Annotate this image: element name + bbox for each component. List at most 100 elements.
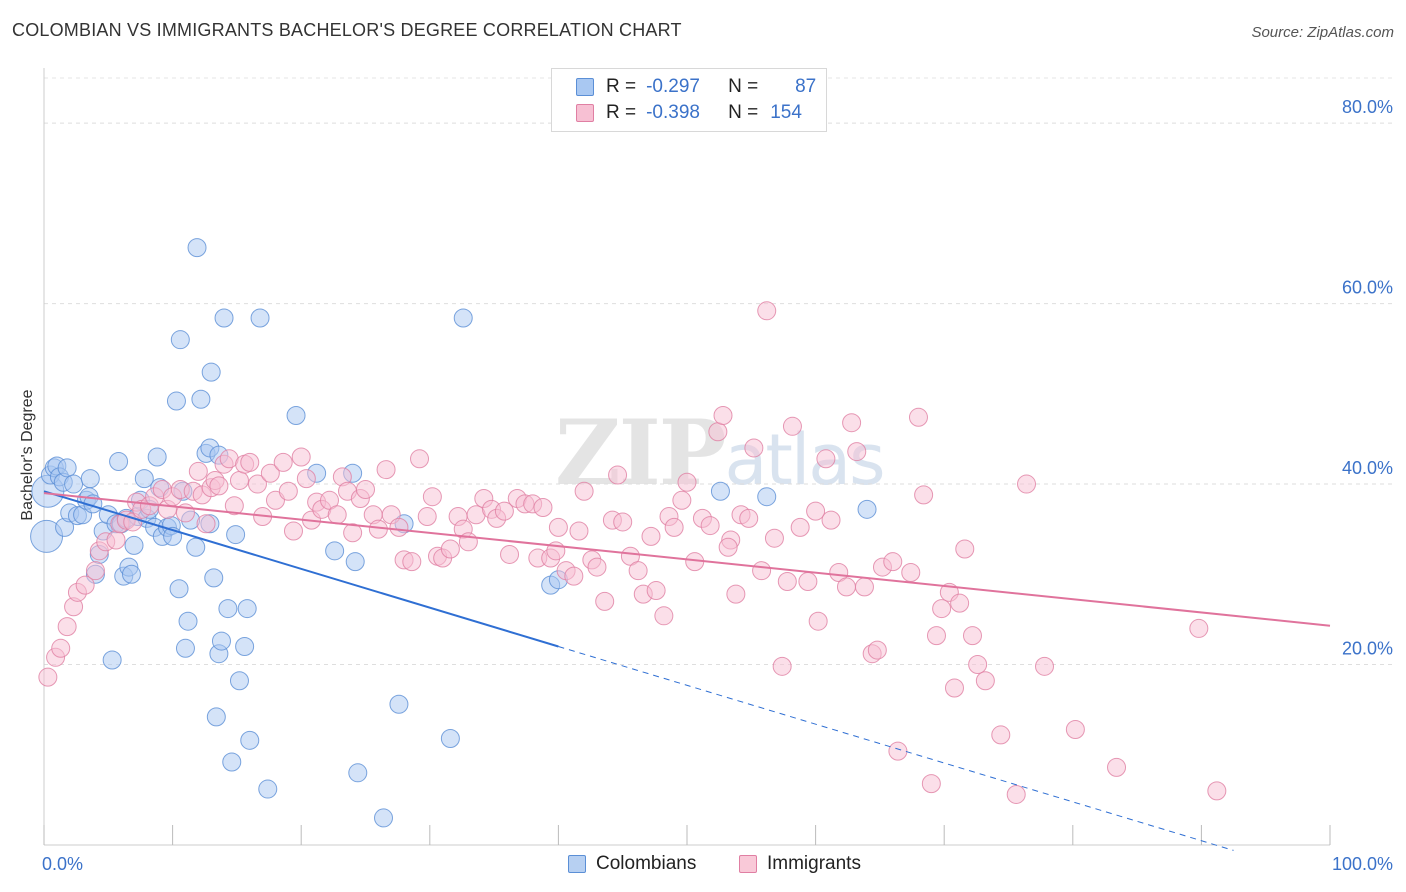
r-label: R = bbox=[606, 102, 637, 123]
data-point-immigrants bbox=[764, 528, 784, 548]
data-point-immigrants bbox=[700, 516, 720, 536]
data-point-colombians bbox=[710, 481, 730, 501]
data-point-immigrants bbox=[901, 562, 921, 582]
x-tick-label: 0.0% bbox=[42, 854, 83, 874]
legend-swatch-colombians bbox=[576, 78, 594, 96]
data-point-immigrants bbox=[564, 566, 584, 586]
data-point-immigrants bbox=[291, 447, 311, 467]
data-point-colombians bbox=[170, 330, 190, 350]
regression-lines bbox=[43, 490, 1331, 851]
data-point-immigrants bbox=[914, 485, 934, 505]
legend-swatch-colombians bbox=[568, 855, 586, 873]
legend-label-colombians: Colombians bbox=[596, 853, 697, 874]
r-label: R = bbox=[606, 76, 637, 97]
data-point-colombians bbox=[178, 611, 198, 631]
data-point-immigrants bbox=[944, 678, 964, 698]
data-point-colombians bbox=[237, 599, 257, 619]
legend-row-colombians: R = -0.297 N = 87 bbox=[576, 75, 816, 99]
data-point-immigrants bbox=[739, 508, 759, 528]
data-point-immigrants bbox=[247, 474, 267, 494]
data-point-colombians bbox=[109, 452, 129, 471]
data-point-colombians bbox=[218, 599, 238, 619]
regression-extension-colombians bbox=[558, 646, 1234, 851]
data-point-immigrants bbox=[628, 561, 648, 581]
data-point-immigrants bbox=[240, 452, 260, 472]
data-point-immigrants bbox=[816, 449, 836, 469]
series-legend: Colombians Immigrants bbox=[0, 853, 1406, 877]
data-point-immigrants bbox=[278, 481, 298, 501]
data-point-immigrants bbox=[1017, 474, 1037, 494]
y-tick-label: 40.0% bbox=[1342, 458, 1393, 478]
data-point-immigrants bbox=[410, 449, 430, 469]
data-point-immigrants bbox=[608, 465, 628, 485]
data-point-immigrants bbox=[867, 640, 887, 660]
data-point-immigrants bbox=[641, 526, 661, 546]
data-point-immigrants bbox=[847, 442, 867, 462]
data-point-immigrants bbox=[664, 517, 684, 537]
data-point-colombians bbox=[187, 238, 207, 258]
grid-lines bbox=[44, 77, 1392, 666]
data-point-colombians bbox=[240, 730, 260, 750]
r-value: -0.398 bbox=[646, 102, 700, 123]
data-point-colombians bbox=[169, 579, 189, 599]
chart-title: COLOMBIAN VS IMMIGRANTS BACHELOR'S DEGRE… bbox=[12, 20, 682, 40]
data-point-immigrants bbox=[196, 514, 216, 534]
data-point-colombians bbox=[102, 650, 122, 670]
data-point-colombians bbox=[80, 469, 100, 489]
data-point-colombians bbox=[206, 707, 226, 727]
data-point-immigrants bbox=[376, 460, 396, 480]
data-point-immigrants bbox=[343, 523, 363, 543]
data-point-colombians bbox=[345, 552, 365, 572]
legend-item-immigrants[interactable]: Immigrants bbox=[739, 853, 861, 875]
data-point-immigrants bbox=[646, 581, 666, 601]
legend-item-colombians[interactable]: Colombians bbox=[568, 853, 696, 875]
tick-labels: 20.0% 40.0% 60.0% 80.0% 0.0% 100.0% bbox=[42, 97, 1393, 874]
data-point-immigrants bbox=[718, 537, 738, 557]
regression-line-colombians bbox=[43, 490, 559, 648]
data-point-colombians bbox=[121, 564, 141, 584]
n-value: 87 bbox=[795, 76, 817, 97]
data-point-immigrants bbox=[548, 517, 568, 537]
data-point-immigrants bbox=[752, 561, 772, 581]
data-point-colombians bbox=[166, 391, 186, 411]
data-point-immigrants bbox=[888, 741, 908, 761]
data-point-immigrants bbox=[356, 479, 375, 499]
data-point-immigrants bbox=[1189, 618, 1209, 638]
data-point-immigrants bbox=[595, 591, 615, 611]
data-point-immigrants bbox=[842, 413, 862, 433]
data-point-immigrants bbox=[808, 611, 828, 631]
data-point-immigrants bbox=[790, 517, 810, 537]
data-point-colombians bbox=[211, 631, 231, 651]
data-point-colombians bbox=[389, 694, 409, 714]
data-point-colombians bbox=[250, 308, 270, 328]
data-point-immigrants bbox=[777, 572, 797, 592]
data-point-immigrants bbox=[1035, 656, 1055, 676]
data-point-immigrants bbox=[57, 617, 77, 637]
data-point-immigrants bbox=[417, 507, 437, 527]
data-point-colombians bbox=[214, 308, 234, 328]
data-point-immigrants bbox=[51, 638, 71, 658]
data-point-immigrants bbox=[1107, 757, 1127, 777]
data-point-immigrants bbox=[968, 655, 988, 675]
data-point-colombians bbox=[286, 405, 306, 425]
data-point-colombians bbox=[191, 389, 211, 409]
data-point-immigrants bbox=[854, 577, 874, 597]
correlation-legend: R = -0.297 N = 87 R = -0.398 N = 154 bbox=[551, 68, 827, 132]
data-point-immigrants bbox=[265, 490, 285, 510]
data-point-immigrants bbox=[106, 530, 126, 550]
data-point-colombians bbox=[258, 779, 278, 799]
data-point-immigrants bbox=[836, 577, 856, 597]
data-point-immigrants bbox=[75, 575, 95, 595]
data-point-immigrants bbox=[757, 301, 777, 321]
data-point-immigrants bbox=[950, 593, 970, 613]
data-point-colombians bbox=[757, 487, 777, 507]
legend-row-immigrants: R = -0.398 N = 154 bbox=[576, 101, 810, 125]
data-point-colombians bbox=[186, 537, 206, 557]
x-tick-label: 100.0% bbox=[1332, 854, 1393, 874]
data-point-immigrants bbox=[402, 552, 422, 572]
data-point-immigrants bbox=[991, 725, 1011, 745]
data-point-immigrants bbox=[962, 626, 982, 646]
data-point-immigrants bbox=[273, 452, 293, 472]
y-tick-label: 20.0% bbox=[1342, 639, 1393, 659]
